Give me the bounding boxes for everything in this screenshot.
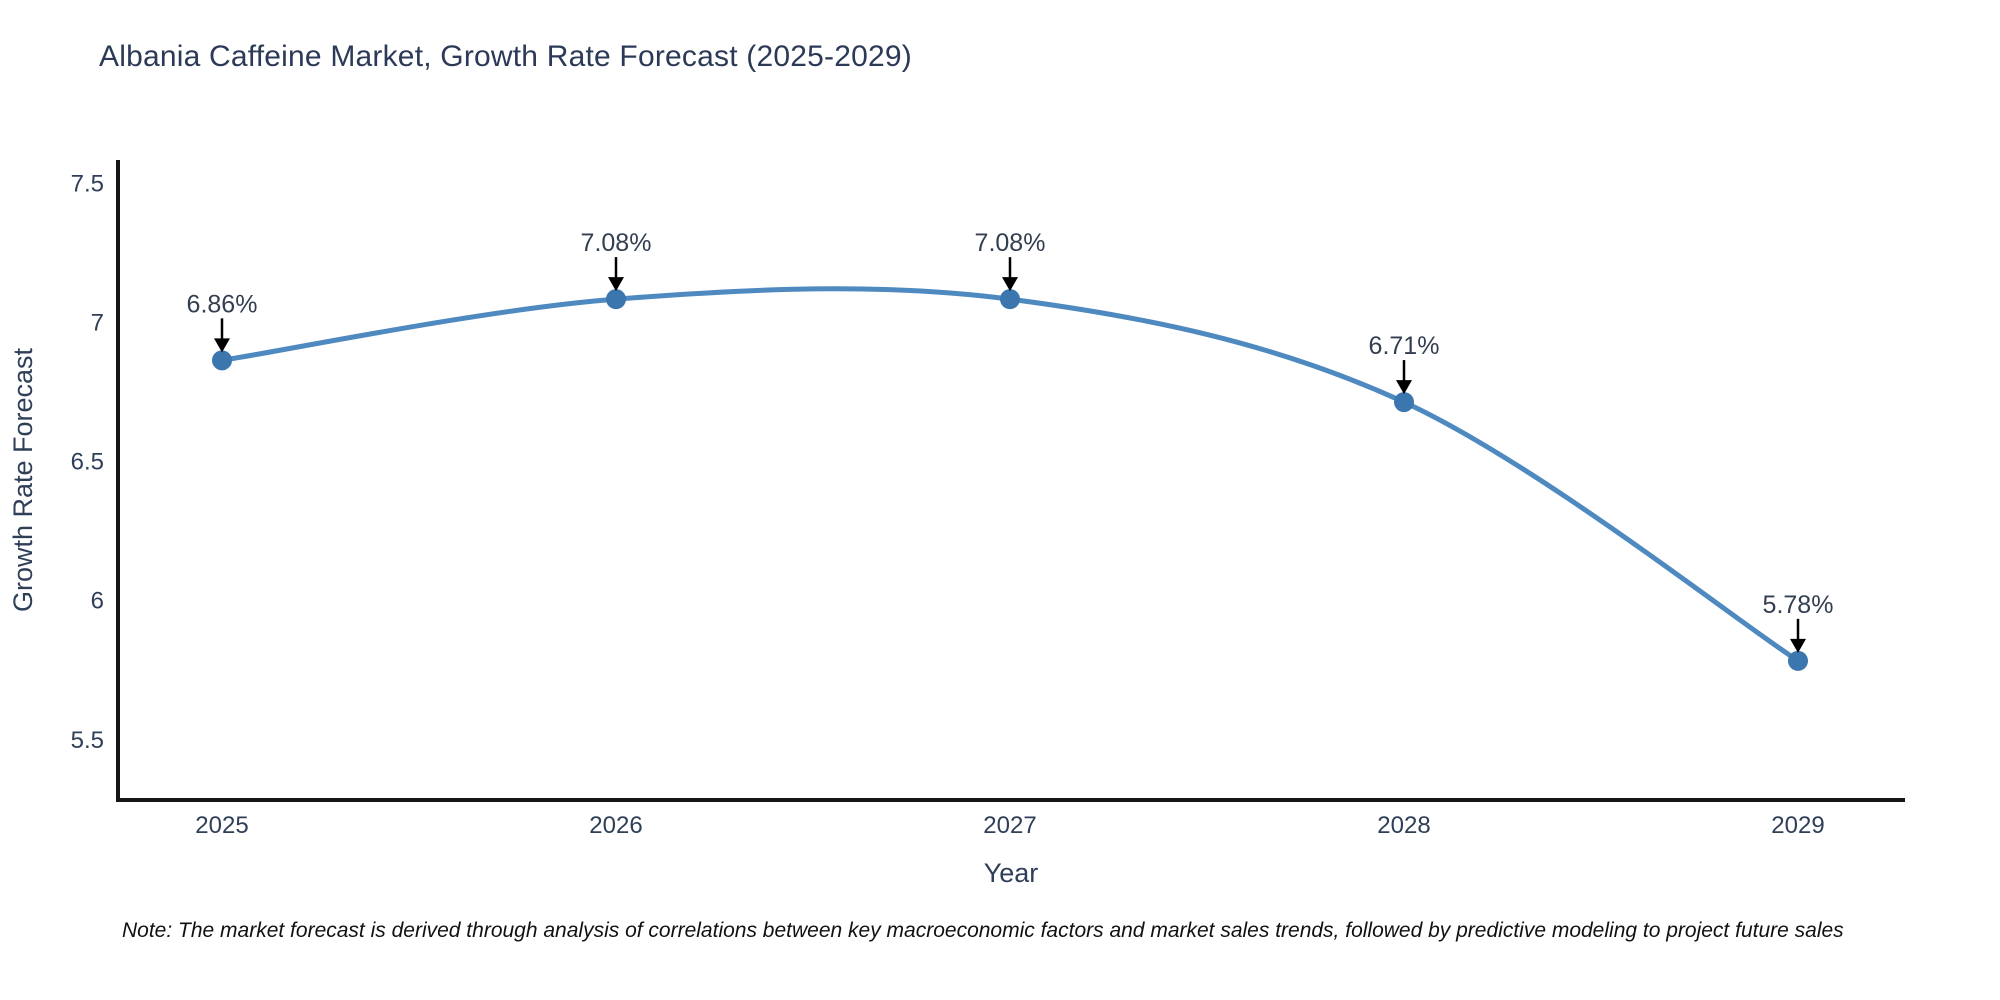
y-axis-title: Growth Rate Forecast [8, 347, 38, 612]
x-tick-label: 2025 [195, 812, 248, 839]
data-point [1394, 392, 1414, 413]
y-tick-label: 6.5 [71, 449, 104, 476]
point-annotation-label: 5.78% [1763, 591, 1834, 619]
data-point [1788, 650, 1808, 671]
series-line [219, 286, 1801, 664]
data-point [606, 289, 626, 310]
annotation-arrowhead [1396, 380, 1412, 395]
point-annotation-label: 7.08% [581, 229, 652, 257]
annotation-arrowhead [608, 277, 624, 292]
data-point [1000, 289, 1020, 310]
x-tick-label: 2026 [589, 812, 642, 839]
series-layer [212, 286, 1808, 671]
y-tick-label: 5.5 [71, 727, 104, 754]
x-tick-label: 2028 [1377, 812, 1430, 839]
y-tick-label: 6 [91, 588, 104, 615]
footnote: Note: The market forecast is derived thr… [122, 919, 1844, 942]
data-point [212, 350, 232, 371]
annotation-arrowhead [1002, 277, 1018, 292]
point-annotation-label: 6.86% [187, 290, 258, 318]
point-annotation-label: 6.71% [1369, 332, 1440, 360]
axes-layer [116, 160, 1905, 802]
annotation-arrowhead [1790, 638, 1806, 653]
annotation-layer: 6.86% 7.08% 7.08% 6.71% 5.78% [187, 229, 1834, 653]
y-tick-label: 7.5 [71, 170, 104, 197]
chart-title: Albania Caffeine Market, Growth Rate For… [99, 40, 912, 73]
x-axis-title: Year [984, 858, 1039, 888]
point-annotation-label: 7.08% [975, 229, 1046, 257]
x-tick-label: 2029 [1771, 812, 1824, 839]
y-tick-labels: 5.5 6 6.5 7 7.5 [71, 170, 104, 754]
x-tick-label: 2027 [983, 812, 1036, 839]
y-tick-label: 7 [91, 309, 104, 336]
annotation-arrowhead [214, 338, 230, 353]
x-tick-labels: 2025 2026 2027 2028 2029 [195, 812, 1824, 839]
